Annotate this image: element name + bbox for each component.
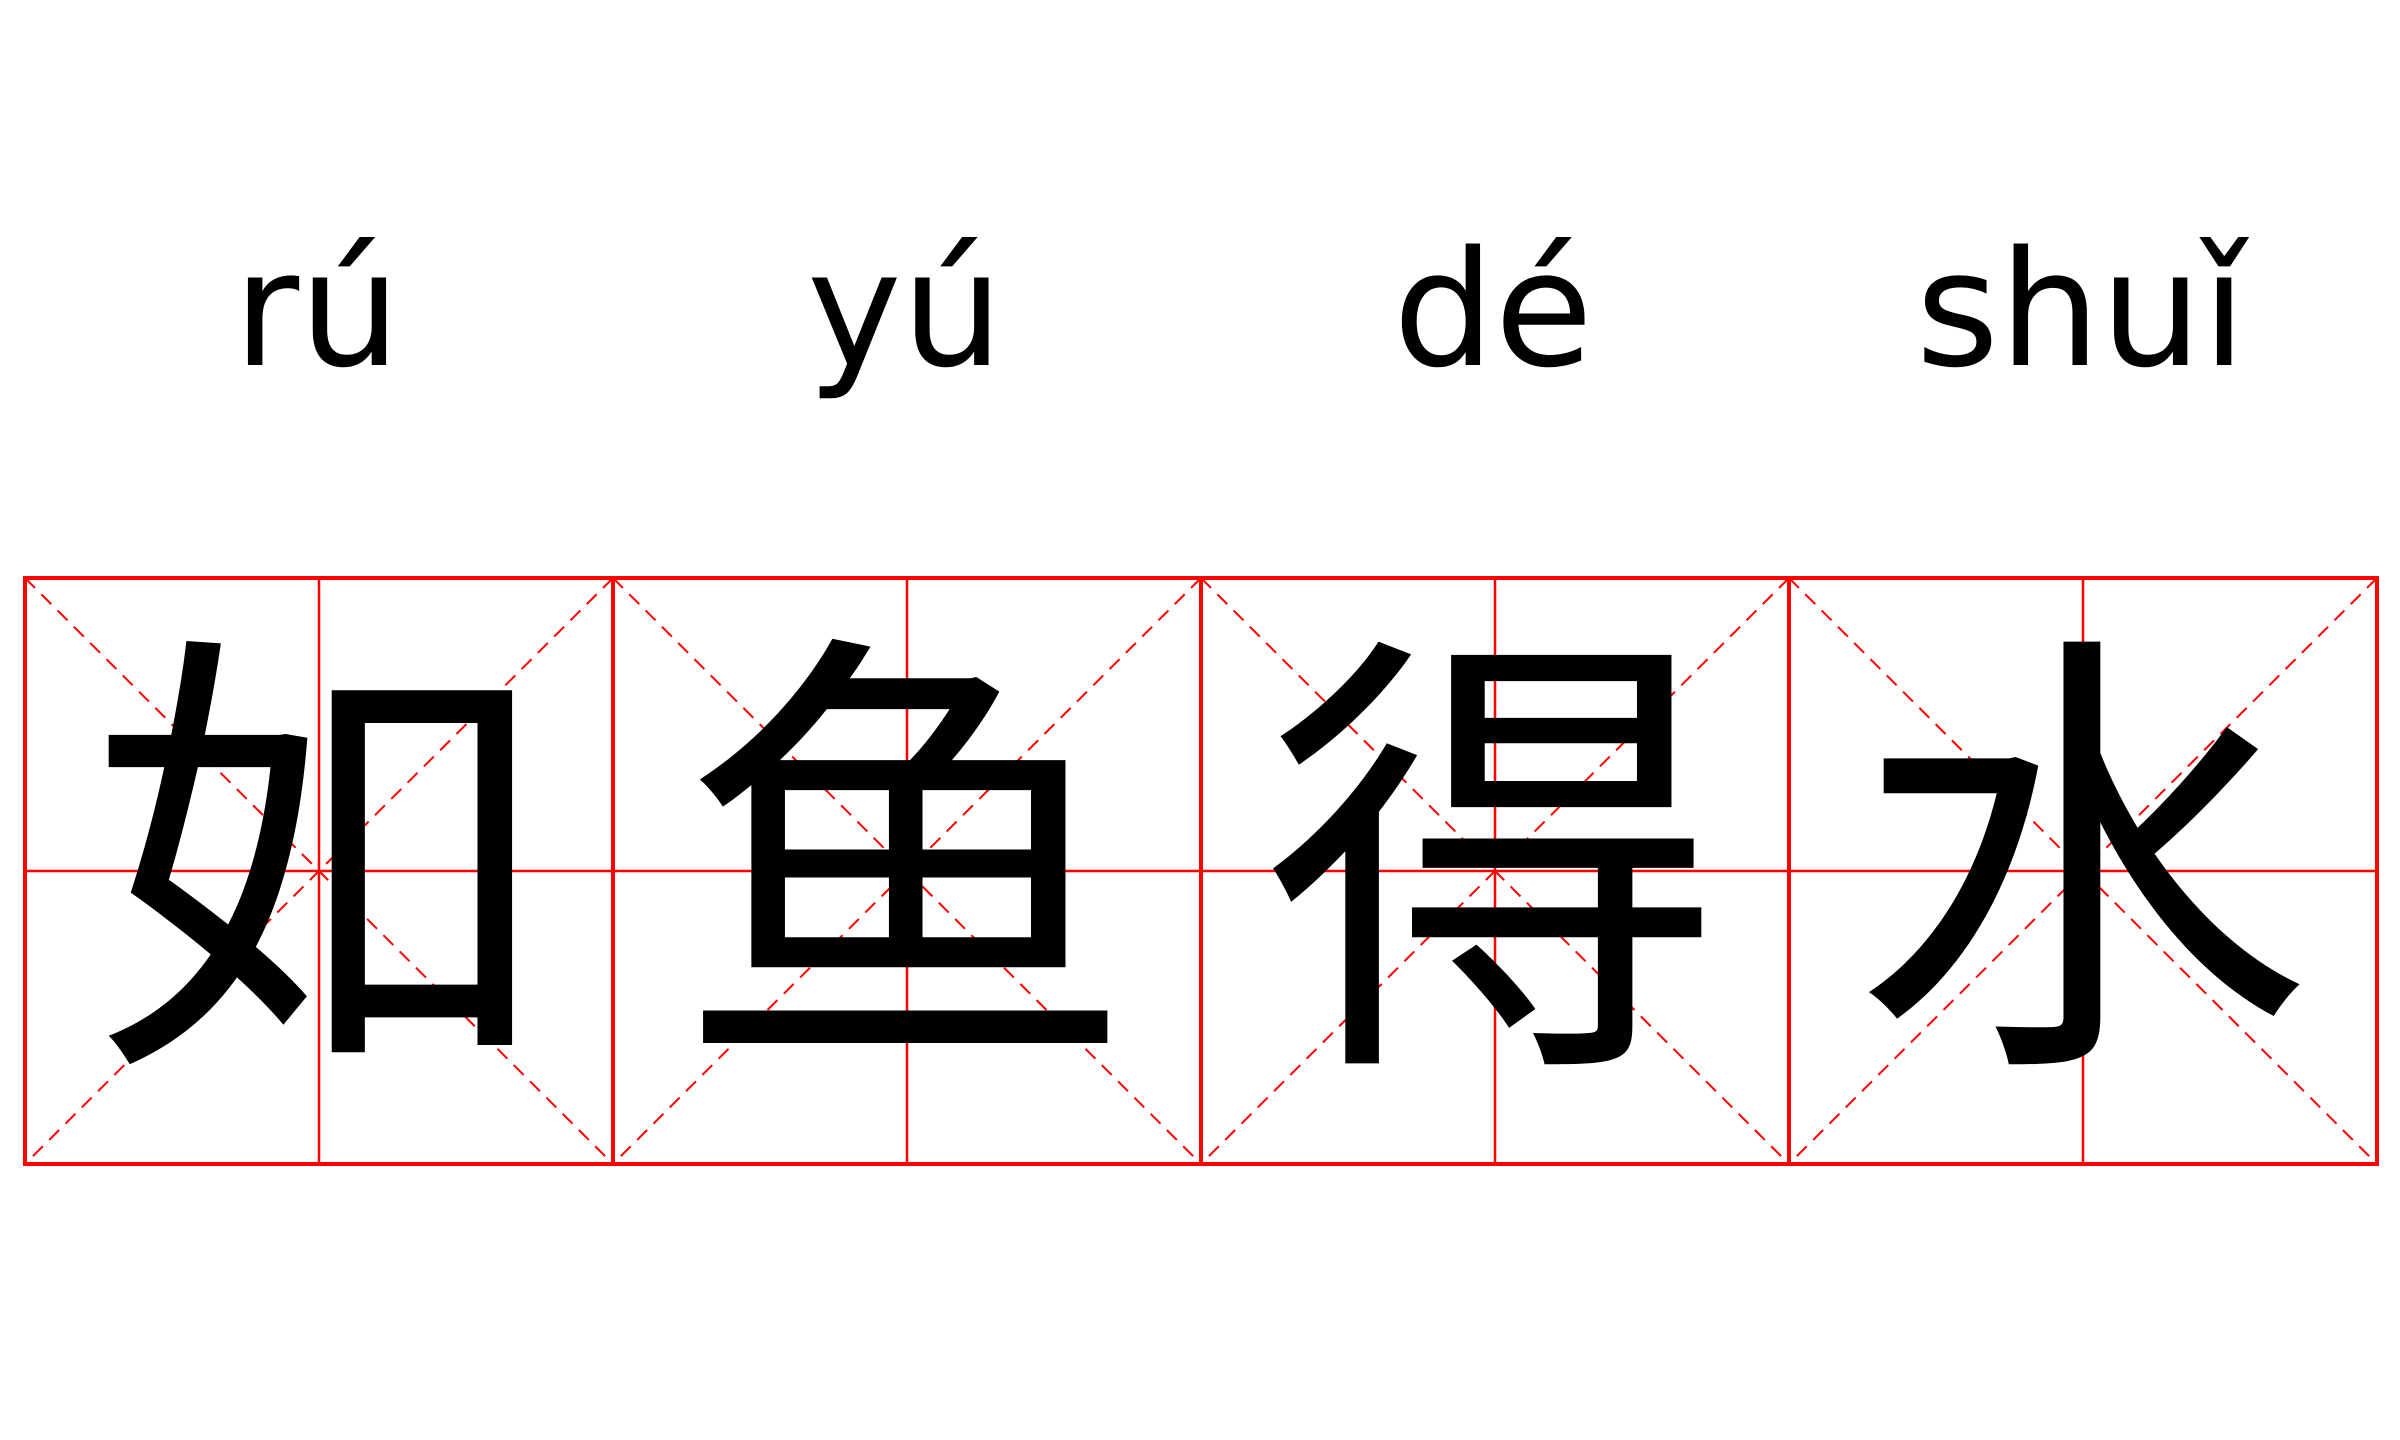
grid-cell: 得 (1199, 576, 1791, 1166)
chinese-character: 得 (1263, 601, 1723, 1136)
pinyin-3: dé (1393, 216, 1593, 403)
chinese-character: 鱼 (675, 601, 1135, 1136)
grid-cell: 如 (23, 576, 615, 1166)
character-grid: 如 鱼 得 水 (23, 576, 2379, 1166)
grid-cell: 鱼 (611, 576, 1203, 1166)
grid-cell: 水 (1787, 576, 2379, 1166)
pinyin-4: shuǐ (1915, 216, 2247, 403)
pinyin-2: yú (806, 216, 1004, 403)
chinese-character: 如 (87, 601, 547, 1136)
chinese-character: 水 (1851, 601, 2311, 1136)
pinyin-1: rú (233, 216, 401, 403)
tian-zi-ge-lines (1787, 576, 2379, 1166)
